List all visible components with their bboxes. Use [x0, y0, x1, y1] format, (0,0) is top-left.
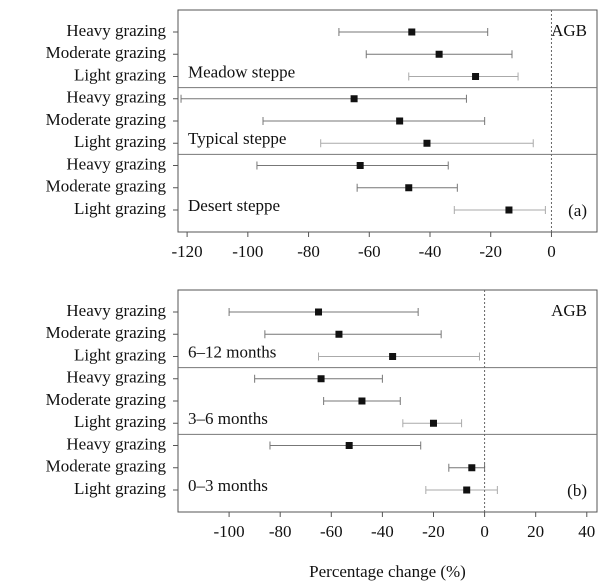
group-label: Desert steppe: [188, 196, 280, 215]
category-label: Heavy grazing: [66, 301, 166, 320]
category-label: Moderate grazing: [46, 457, 167, 476]
category-label: Light grazing: [74, 345, 167, 364]
category-label: Light grazing: [74, 199, 167, 218]
panel-label: (a): [568, 201, 587, 220]
x-tick-label: -80: [297, 242, 320, 261]
category-label: Light grazing: [74, 479, 167, 498]
category-label: Light grazing: [74, 132, 167, 151]
category-label: Moderate grazing: [46, 390, 167, 409]
point: [468, 464, 476, 472]
point: [405, 184, 413, 192]
category-label: Moderate grazing: [46, 323, 167, 342]
panel-label: (b): [567, 481, 587, 500]
category-label: Moderate grazing: [46, 177, 167, 196]
point: [423, 139, 431, 147]
category-label: Heavy grazing: [66, 21, 166, 40]
x-axis-label: Percentage change (%): [309, 562, 466, 581]
category-label: Light grazing: [74, 65, 167, 84]
point: [389, 353, 397, 360]
point: [335, 330, 343, 338]
x-tick-label: -80: [269, 522, 292, 541]
group-label: 6–12 months: [188, 342, 276, 361]
group-label: Typical steppe: [188, 129, 286, 148]
point: [356, 162, 364, 169]
point: [429, 419, 437, 427]
annotation: AGB: [551, 21, 587, 40]
point: [345, 442, 353, 449]
point: [358, 397, 366, 405]
x-tick-label: -100: [232, 242, 263, 261]
x-tick-label: -20: [479, 242, 502, 261]
x-tick-label: 20: [527, 522, 544, 541]
group-label: Meadow steppe: [188, 62, 295, 81]
group-label: 0–3 months: [188, 476, 268, 495]
x-tick-label: 40: [578, 522, 595, 541]
point: [463, 486, 471, 494]
point: [435, 50, 443, 58]
annotation: AGB: [551, 301, 587, 320]
point: [317, 375, 325, 383]
x-tick-label: -40: [419, 242, 442, 261]
point: [408, 28, 416, 36]
group-label: 3–6 months: [188, 409, 268, 428]
point: [472, 73, 480, 80]
x-tick-label: -40: [371, 522, 394, 541]
category-label: Heavy grazing: [66, 88, 166, 107]
category-label: Heavy grazing: [66, 368, 166, 387]
x-tick-label: 0: [547, 242, 556, 261]
x-tick-label: -60: [320, 522, 343, 541]
point: [505, 206, 513, 214]
category-label: Heavy grazing: [66, 434, 166, 453]
category-label: Light grazing: [74, 412, 167, 431]
point: [315, 308, 323, 316]
category-label: Heavy grazing: [66, 154, 166, 173]
category-label: Moderate grazing: [46, 110, 167, 129]
point: [396, 117, 404, 125]
x-tick-label: -120: [172, 242, 203, 261]
x-tick-label: 0: [480, 522, 489, 541]
category-label: Moderate grazing: [46, 43, 167, 62]
point: [350, 95, 358, 103]
x-tick-label: -100: [214, 522, 245, 541]
x-tick-label: -20: [422, 522, 445, 541]
x-tick-label: -60: [358, 242, 381, 261]
